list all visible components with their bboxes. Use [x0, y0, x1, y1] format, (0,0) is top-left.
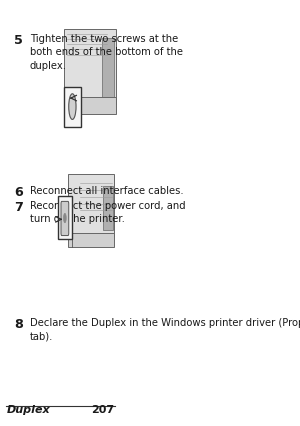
Text: Tighten the two screws at the
both ends of the bottom of the
duplex.: Tighten the two screws at the both ends … [30, 34, 183, 70]
Text: Reconnect all interface cables.: Reconnect all interface cables. [30, 185, 183, 195]
Text: 5: 5 [14, 34, 23, 47]
Text: 7: 7 [14, 200, 23, 213]
Text: 207: 207 [91, 404, 114, 414]
FancyBboxPatch shape [68, 233, 114, 247]
FancyBboxPatch shape [61, 202, 69, 236]
Text: 8: 8 [14, 317, 23, 330]
FancyBboxPatch shape [102, 39, 114, 99]
FancyBboxPatch shape [58, 197, 72, 239]
Text: Declare the Duplex in the Windows printer driver (Properties/Configure
tab).: Declare the Duplex in the Windows printe… [30, 317, 300, 340]
Text: 6: 6 [14, 185, 23, 198]
Circle shape [69, 95, 76, 120]
Text: Reconnect the power cord, and
turn on the printer.: Reconnect the power cord, and turn on th… [30, 200, 185, 223]
FancyBboxPatch shape [64, 98, 116, 115]
Text: Duplex: Duplex [7, 404, 51, 414]
FancyBboxPatch shape [103, 186, 113, 231]
FancyBboxPatch shape [64, 87, 81, 128]
FancyBboxPatch shape [68, 175, 114, 236]
Circle shape [64, 214, 66, 223]
FancyBboxPatch shape [64, 30, 116, 104]
